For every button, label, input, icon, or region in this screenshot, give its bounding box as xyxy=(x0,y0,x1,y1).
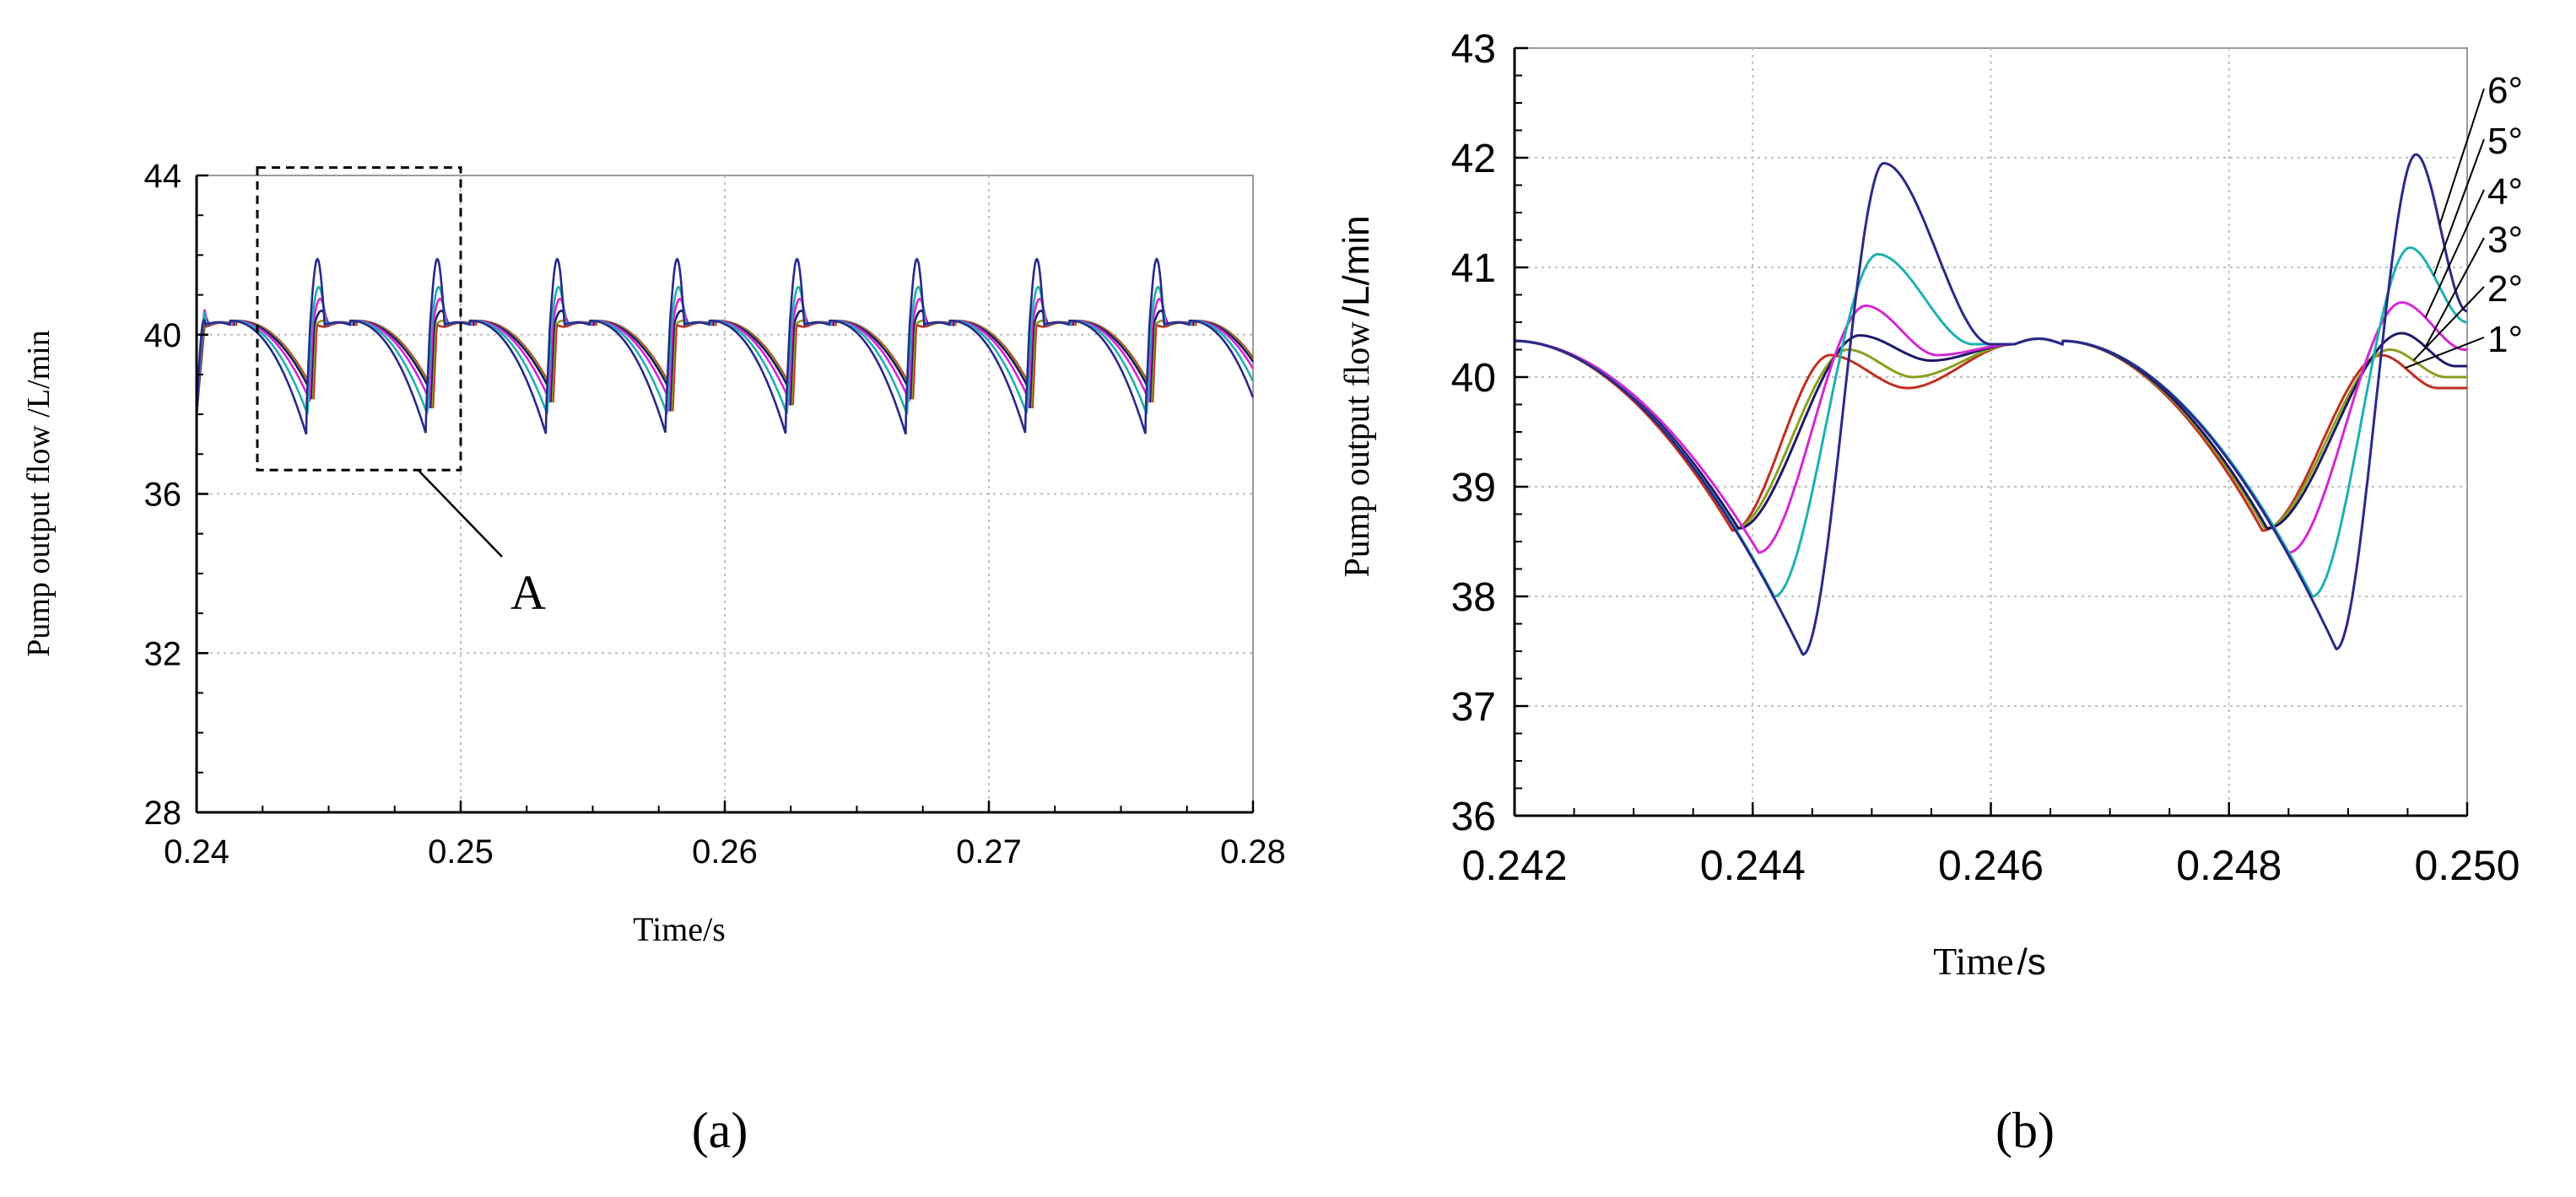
chart-b-x-tick-label: 0.244 xyxy=(1700,842,1806,889)
chart-b: 0.242 0.244 0.246 0.248 0.250 36 37 38 39 40 41 42 4… xyxy=(1336,27,2523,1158)
chart-b-x-axis-label: Time/s xyxy=(1933,940,2046,983)
chart-a-series xyxy=(195,257,1255,435)
chart-b-y-tick-label: 41 xyxy=(1451,246,1496,291)
chart-a-series-line xyxy=(195,257,1255,435)
chart-b-y-tick-label: 40 xyxy=(1451,356,1496,401)
panel-b-label: (b) xyxy=(1995,1103,2055,1158)
chart-b-legend-label: 5° xyxy=(2487,121,2523,162)
panel-a-label: (a) xyxy=(692,1103,748,1158)
chart-a-x-tick-label: 0.25 xyxy=(428,833,494,871)
chart-a-x-tick-label: 0.26 xyxy=(692,833,758,871)
chart-b-plot-area xyxy=(1514,47,2468,817)
chart-a-x-tick-label: 0.27 xyxy=(956,833,1022,871)
chart-a-tick-labels: 0.24 0.25 0.26 0.27 0.28 28 32 36 40 44 xyxy=(144,158,1286,871)
chart-b-series xyxy=(1515,153,2468,656)
chart-b-legend-leader xyxy=(2424,189,2485,318)
zoom-region-label: A xyxy=(510,565,546,620)
chart-b-series-line xyxy=(1515,153,2468,656)
chart-b-y-tick-label: 42 xyxy=(1451,137,1496,181)
chart-b-legend-leader xyxy=(2438,88,2485,225)
chart-b-y-axis-label: Pump output flow/L/min xyxy=(1336,215,1377,577)
chart-b-legend-leader xyxy=(2433,138,2485,277)
chart-b-ticks xyxy=(1513,46,2469,817)
chart-a-y-tick-label: 32 xyxy=(144,635,182,672)
chart-a-ticks xyxy=(195,174,1255,814)
chart-b-x-axis-label-unit: /s xyxy=(2017,941,2046,983)
chart-b-tick-labels: 0.242 0.244 0.246 0.248 0.250 36 37 38 39 40 41 42 4… xyxy=(1451,27,2520,889)
chart-b-legend-label: 6° xyxy=(2487,70,2523,111)
chart-a-x-axis-label: Time/s xyxy=(633,910,726,948)
chart-b-legend-label: 2° xyxy=(2487,268,2523,310)
chart-b-legend-label: 4° xyxy=(2487,171,2523,213)
chart-b-y-tick-label: 39 xyxy=(1451,466,1496,510)
chart-a-y-tick-label: 40 xyxy=(144,317,182,354)
chart-b-legend-leader xyxy=(2424,237,2485,348)
zoom-leader-line xyxy=(417,469,503,558)
chart-b-y-tick-label: 36 xyxy=(1451,795,1496,839)
chart-a-grid xyxy=(197,175,1253,812)
chart-b-x-tick-label: 0.246 xyxy=(1938,842,2044,889)
chart-b-y-axis-label-unit: /L/min xyxy=(1336,215,1377,316)
chart-a-y-tick-label: 28 xyxy=(144,795,182,832)
chart-b-legend-label: 1° xyxy=(2487,319,2523,360)
chart-b-y-axis-label-main: Pump output flow xyxy=(1338,321,1377,578)
chart-b-y-tick-label: 37 xyxy=(1451,685,1496,730)
zoom-region-box xyxy=(256,166,462,472)
chart-b-legend-leader xyxy=(2412,286,2485,361)
chart-a-x-tick-label: 0.28 xyxy=(1220,833,1286,871)
chart-b-y-tick-label: 43 xyxy=(1451,27,1496,72)
chart-b-legend: 1° 2° 3° 4° 5° 6° xyxy=(2405,70,2523,369)
chart-b-series-line xyxy=(1515,301,2467,554)
chart-b-x-tick-label: 0.248 xyxy=(2176,842,2282,889)
chart-a-y-axis-label: Pump output flow /L/min xyxy=(21,330,57,656)
chart-b-x-tick-label: 0.250 xyxy=(2414,842,2519,889)
chart-b-x-axis-label-main: Time xyxy=(1933,940,2013,983)
chart-b-legend-label: 3° xyxy=(2487,219,2523,261)
chart-b-y-tick-label: 38 xyxy=(1451,575,1496,620)
chart-a-y-tick-label: 44 xyxy=(144,158,182,195)
chart-b-x-tick-label: 0.242 xyxy=(1461,842,1567,889)
chart-a-x-tick-label: 0.24 xyxy=(164,833,230,871)
chart-a-y-tick-label: 36 xyxy=(144,477,182,514)
chart-b-legend-leader xyxy=(2405,337,2485,369)
